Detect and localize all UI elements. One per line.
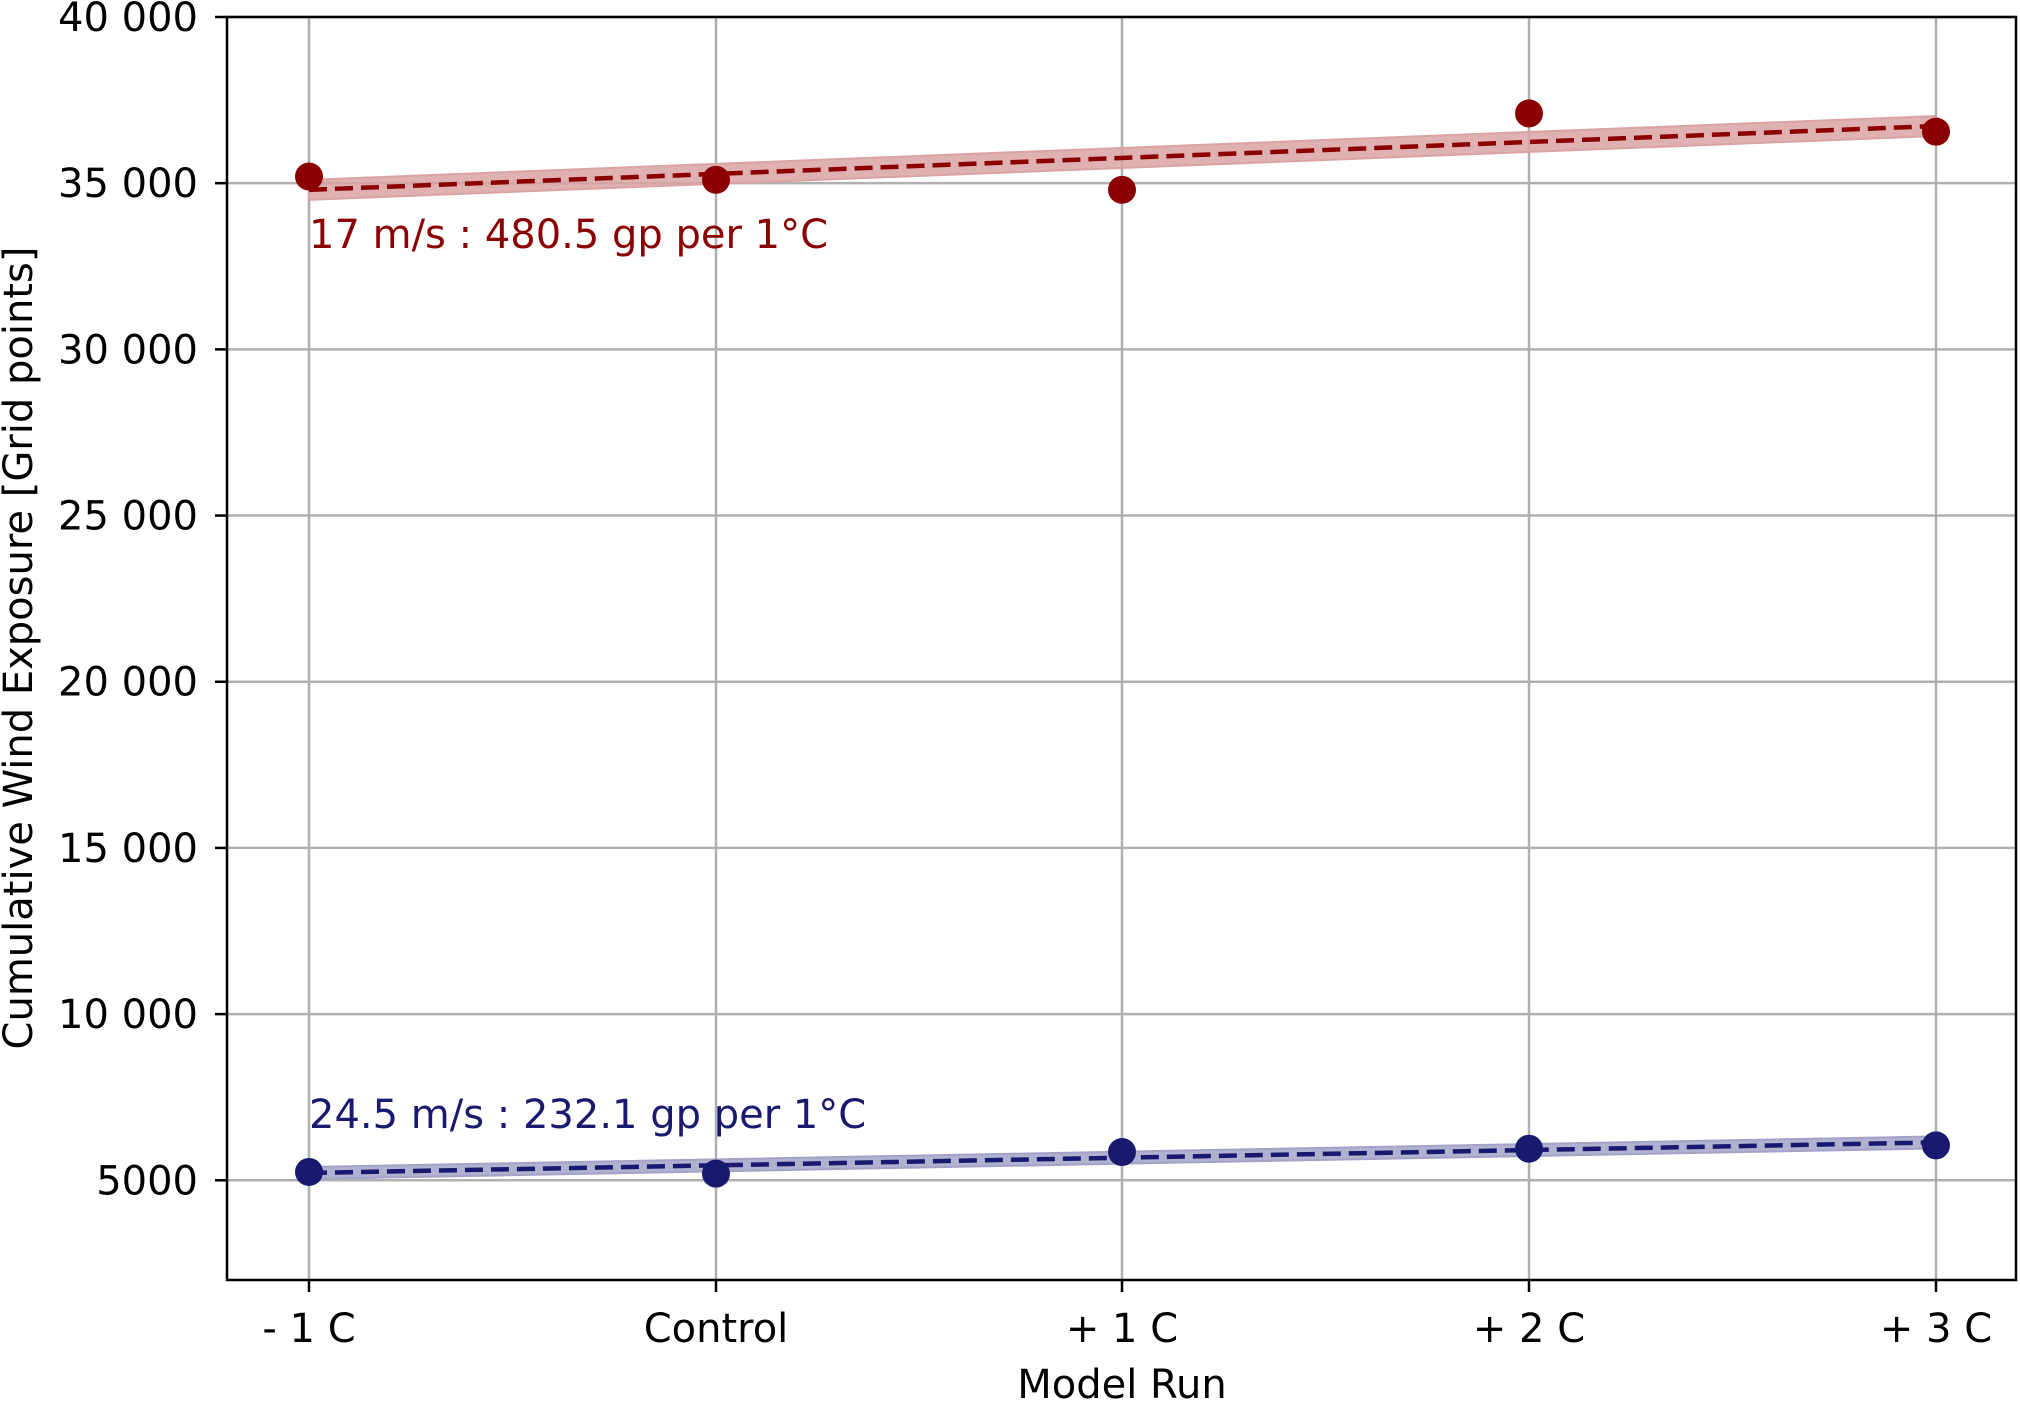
y-tick-label: 20 000: [58, 660, 198, 706]
grid-lines: [227, 15, 2016, 1280]
data-point: [1922, 1131, 1950, 1160]
data-point: [1108, 175, 1136, 204]
data-point: [295, 162, 323, 191]
data-point: [295, 1157, 323, 1186]
x-tick-label: Control: [644, 1306, 789, 1352]
data-points: [295, 99, 1950, 1188]
x-tick-label: - 1 C: [262, 1306, 355, 1352]
y-tick-label: 30 000: [58, 327, 198, 373]
data-point: [1515, 1134, 1543, 1163]
x-axis-label: Model Run: [1017, 1362, 1227, 1403]
data-point: [1108, 1138, 1136, 1167]
y-tick-label: 25 000: [58, 494, 198, 540]
y-tick-label: 15 000: [58, 826, 198, 872]
y-tick-label: 35 000: [58, 161, 198, 207]
x-tick-label: + 2 C: [1473, 1306, 1585, 1352]
y-tick-label: 10 000: [58, 992, 198, 1038]
y-tick-label: 5000: [96, 1158, 198, 1204]
trend-line: [308, 123, 1937, 193]
y-axis-label: Cumulative Wind Exposure [Grid points]: [0, 247, 42, 1050]
y-tick-label: 40 000: [58, 0, 198, 41]
annotations: 17 m/s : 480.5 gp per 1°C 24.5 m/s : 232.…: [309, 212, 866, 1138]
data-point: [1922, 117, 1950, 146]
data-point: [1515, 99, 1543, 128]
data-point: [702, 1159, 730, 1188]
x-tick-label: + 3 C: [1880, 1306, 1992, 1352]
data-point: [702, 165, 730, 194]
series-annotation: 24.5 m/s : 232.1 gp per 1°C: [309, 1092, 866, 1138]
axis-ticks: - 1 C Control + 1 C + 2 C + 3 C 5000 10 000 15 …: [58, 0, 1992, 1352]
series-annotation: 17 m/s : 480.5 gp per 1°C: [309, 212, 828, 258]
x-tick-label: + 1 C: [1066, 1306, 1178, 1352]
